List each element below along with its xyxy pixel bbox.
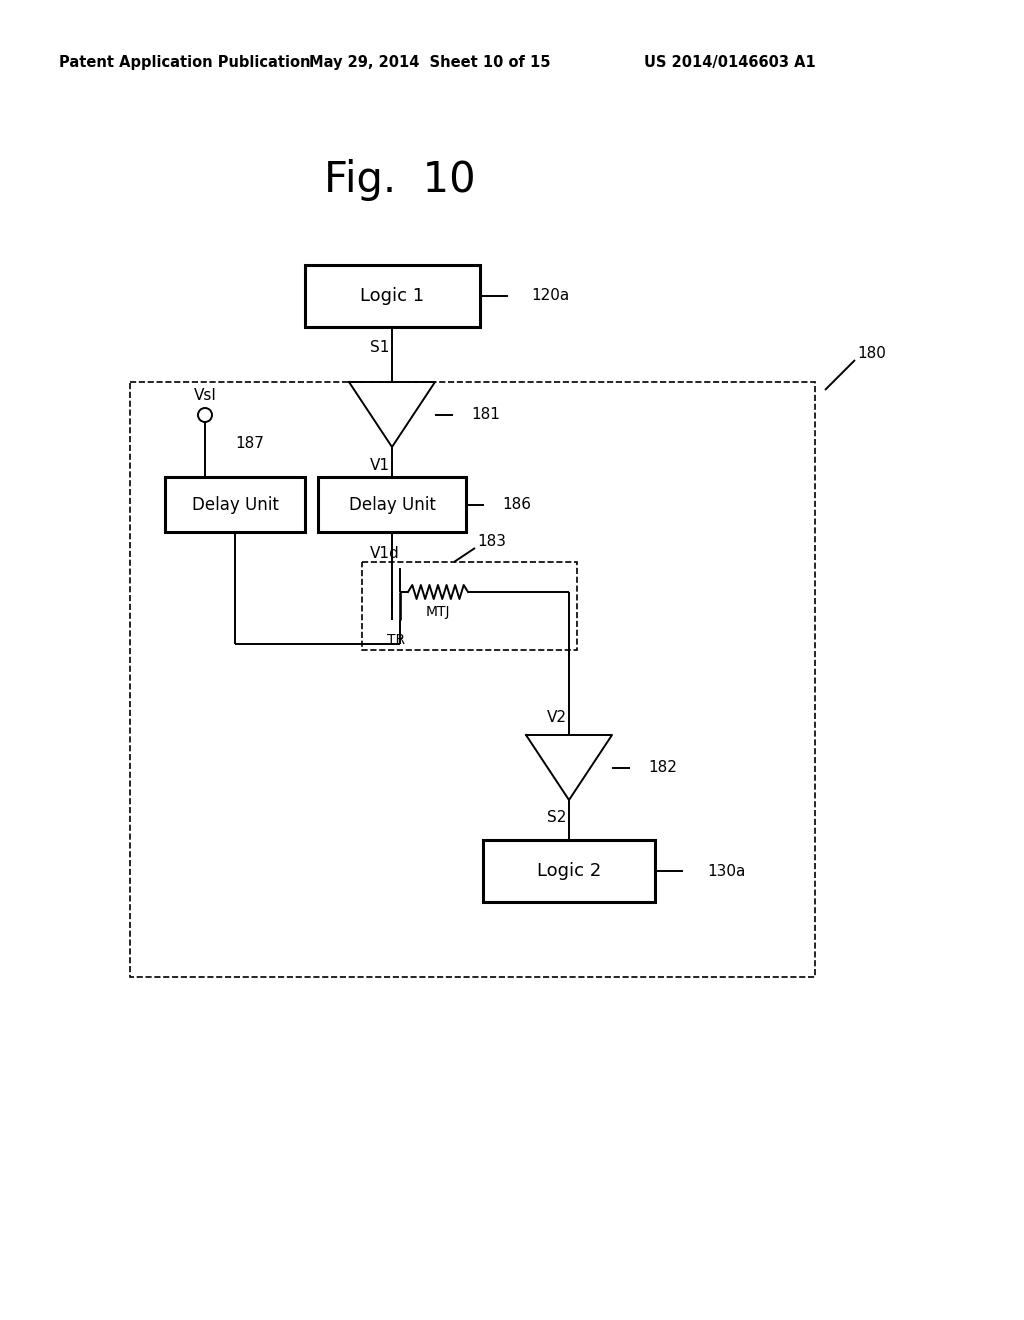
Text: May 29, 2014  Sheet 10 of 15: May 29, 2014 Sheet 10 of 15 <box>309 54 551 70</box>
Text: US 2014/0146603 A1: US 2014/0146603 A1 <box>644 54 816 70</box>
Text: 182: 182 <box>648 760 677 775</box>
Text: 181: 181 <box>471 407 500 422</box>
Text: Fig.  10: Fig. 10 <box>325 158 476 201</box>
Text: V1d: V1d <box>370 546 399 561</box>
Text: TR: TR <box>387 634 406 647</box>
Text: V1: V1 <box>370 458 390 473</box>
Text: Patent Application Publication: Patent Application Publication <box>59 54 310 70</box>
Text: VsI: VsI <box>194 388 216 403</box>
Text: V2: V2 <box>547 710 567 725</box>
Text: Delay Unit: Delay Unit <box>348 495 435 513</box>
Bar <box>304 265 479 327</box>
Bar <box>362 562 577 649</box>
Text: Logic 1: Logic 1 <box>360 286 424 305</box>
Text: 187: 187 <box>234 436 264 450</box>
Bar <box>165 477 305 532</box>
Text: 120a: 120a <box>531 289 569 304</box>
Text: S1: S1 <box>370 339 389 355</box>
Text: 130a: 130a <box>707 863 745 879</box>
Bar <box>318 477 466 532</box>
Text: Delay Unit: Delay Unit <box>191 495 279 513</box>
Text: S2: S2 <box>547 810 566 825</box>
Text: 186: 186 <box>502 498 531 512</box>
Text: MTJ: MTJ <box>426 605 451 619</box>
Bar <box>130 381 815 977</box>
Bar <box>483 840 655 902</box>
Text: Logic 2: Logic 2 <box>537 862 601 880</box>
Text: 180: 180 <box>857 346 886 362</box>
Text: 183: 183 <box>477 535 506 549</box>
